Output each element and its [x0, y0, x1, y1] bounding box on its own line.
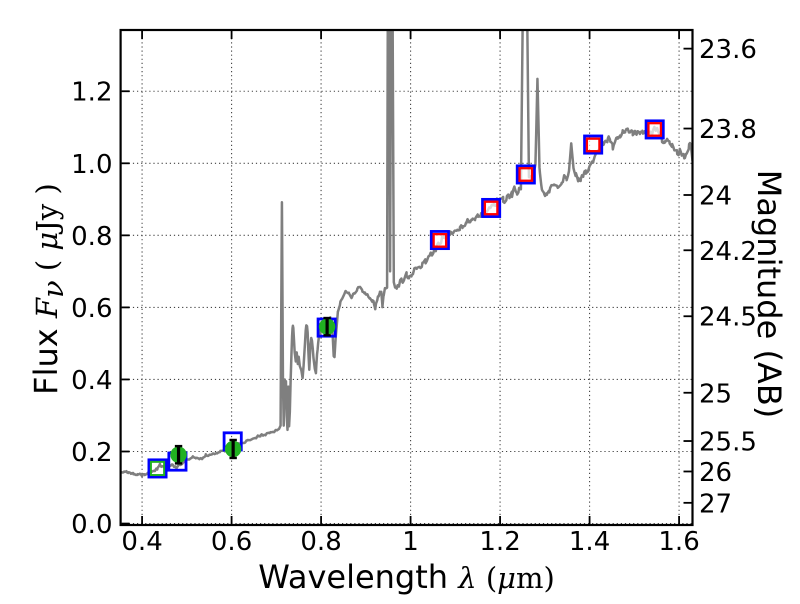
errorbar	[323, 316, 331, 337]
axis-label-part: ν	[36, 280, 70, 298]
y-tick-label-left: 0.0	[71, 510, 112, 540]
axis-label-part: μ	[30, 232, 64, 251]
y-axis-label-left: Flux Fν ( μJy )	[27, 183, 70, 395]
axis-label-part: λ	[457, 561, 476, 595]
x-tick-label: 1	[402, 527, 419, 557]
errorbar	[229, 438, 237, 460]
y-tick-label-right: 26	[699, 458, 732, 488]
axis-ticks	[121, 31, 692, 525]
y-tick-label-right: 27	[699, 489, 732, 519]
y-tick-label-right: 24.2	[699, 237, 757, 267]
marker-blue-square	[515, 164, 536, 185]
axis-label-part: Wavelength	[258, 558, 458, 596]
x-tick-label: 0.8	[300, 527, 341, 557]
y-tick-label-left: 1.0	[71, 150, 112, 180]
marker-blue-square	[147, 458, 168, 479]
marker-blue-square	[644, 119, 665, 140]
x-tick-label: 1.4	[569, 527, 610, 557]
y-tick-label-right: 23.6	[699, 35, 757, 65]
marker-red-square	[647, 122, 663, 137]
marker-blue-square	[481, 197, 502, 218]
x-tick-label: 0.4	[121, 527, 162, 557]
gridlines	[120, 30, 693, 525]
y-tick-label-left: 1.2	[71, 78, 112, 108]
series-red-squares	[432, 122, 663, 248]
y-tick-label-right: 24	[699, 181, 732, 211]
axis-label-part: m)	[516, 561, 555, 595]
series-green-circles	[170, 316, 336, 465]
tick-labels: 0.4 0.6 0.8 1 1.2 1.4 1.6 0.0 0.2 0.4 0.6 0.8 1.0 1.2…	[71, 35, 757, 557]
marker-blue-square	[583, 134, 604, 155]
y-tick-label-right: 25.5	[699, 428, 757, 458]
y-tick-label-left: 0.8	[71, 222, 112, 252]
marker-blue-square	[429, 230, 450, 251]
y-tick-label-left: 0.2	[71, 438, 112, 468]
marker-red-square	[483, 200, 499, 216]
y-tick-label-right: 24.5	[699, 303, 757, 333]
series-green-open-squares	[149, 460, 166, 477]
x-tick-label: 0.6	[211, 527, 252, 557]
y-tick-label-left: 0.6	[71, 294, 112, 324]
marker-green-square	[149, 460, 166, 477]
model-spectrum-line	[120, 30, 693, 478]
axis-label-part: Flux	[27, 318, 65, 395]
y-tick-label-right: 25	[699, 379, 732, 409]
axes-frame	[119, 28, 694, 527]
plot-frame	[119, 28, 694, 527]
y-tick-label-left: 0.4	[71, 366, 112, 396]
x-tick-label: 1.6	[658, 527, 699, 557]
axis-label-part: (	[477, 561, 498, 595]
marker-red-square	[432, 232, 448, 248]
y-axis-label-right: Magnitude (AB)	[750, 170, 788, 419]
axis-label-part: Jy )	[30, 183, 64, 235]
marker-red-square	[585, 137, 601, 153]
axis-label-part: (	[30, 251, 64, 281]
x-tick-label: 1.2	[479, 527, 520, 557]
errorbar	[174, 444, 183, 465]
axis-label-part: F	[30, 297, 64, 319]
x-axis-label: Wavelength λ (μm)	[258, 558, 555, 596]
axis-label-part: μ	[497, 561, 516, 595]
y-tick-label-right: 23.8	[699, 115, 757, 145]
marker-red-square	[518, 167, 534, 182]
